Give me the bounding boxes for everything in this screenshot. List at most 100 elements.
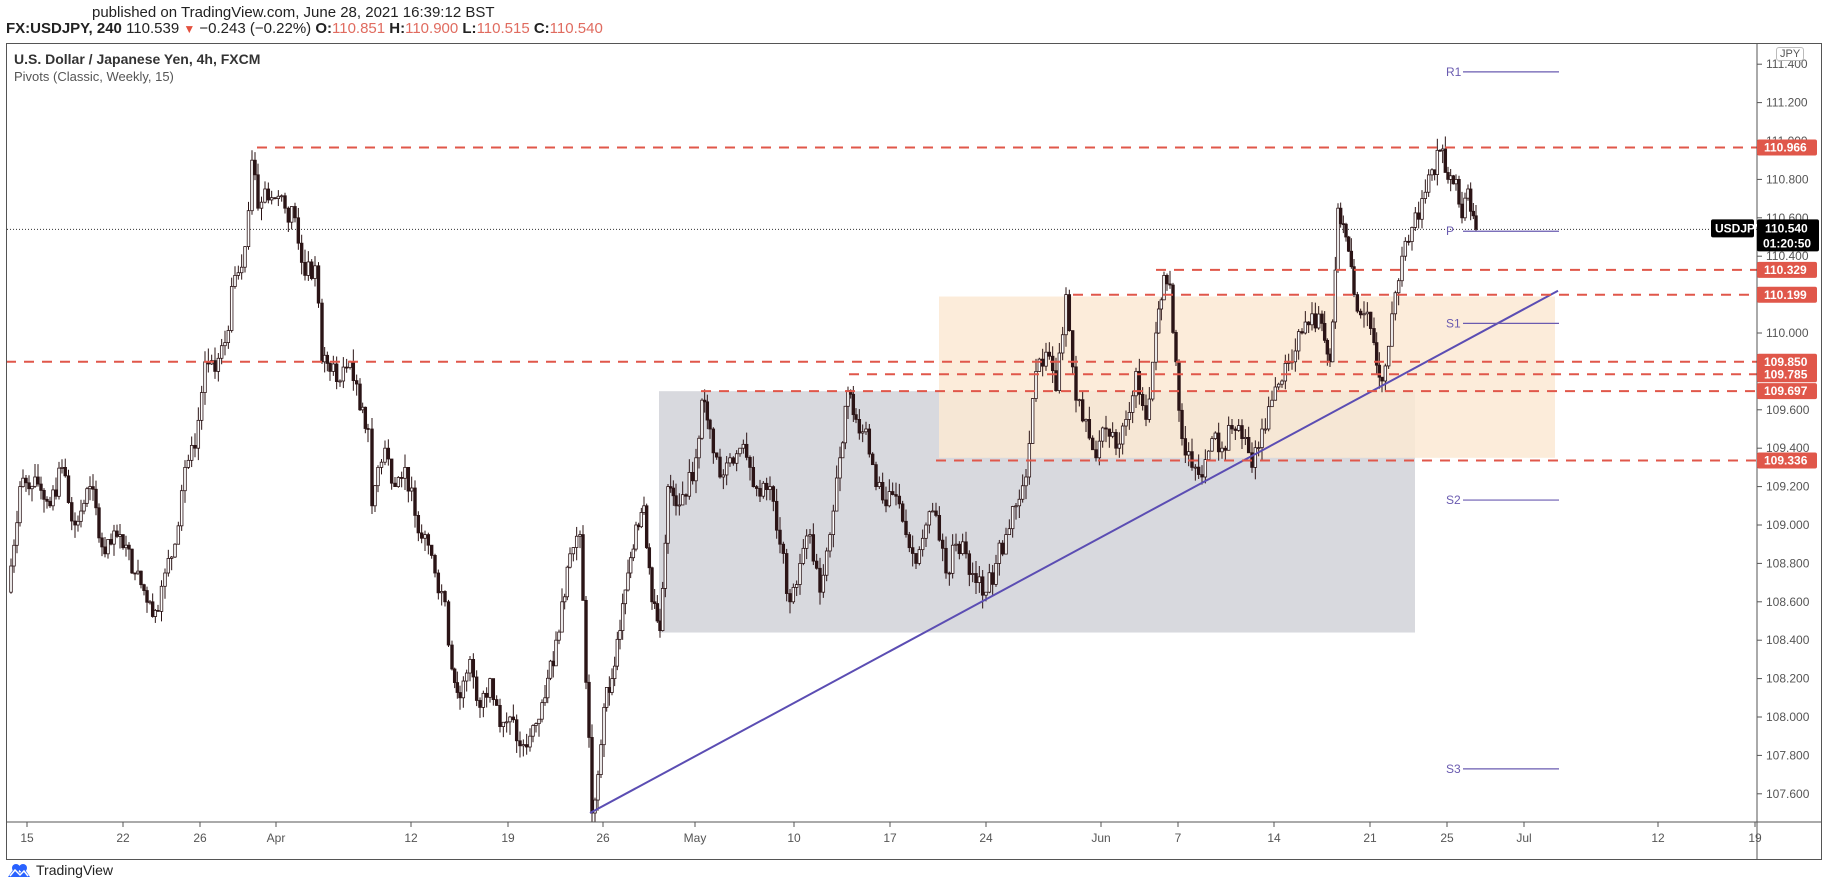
candle xyxy=(1050,355,1055,372)
candle xyxy=(296,217,301,244)
candle xyxy=(269,197,274,201)
candle xyxy=(229,286,234,331)
candle xyxy=(379,461,384,468)
candle xyxy=(42,489,46,500)
candle xyxy=(133,572,137,575)
candle xyxy=(596,774,600,801)
candle xyxy=(634,524,638,550)
candle xyxy=(798,563,802,585)
candle xyxy=(741,443,746,449)
candle xyxy=(947,572,952,575)
candle xyxy=(373,485,377,507)
candle xyxy=(250,159,254,212)
high-value: 110.900 xyxy=(405,20,459,37)
candle xyxy=(124,544,128,549)
tradingview-logo[interactable]: TradingView xyxy=(6,862,113,878)
candle xyxy=(259,201,264,209)
time-tick-label: 12 xyxy=(1651,831,1665,845)
candle xyxy=(1107,428,1112,437)
candle xyxy=(27,482,31,490)
candle xyxy=(838,457,842,479)
candle xyxy=(283,195,287,209)
candle xyxy=(1077,399,1082,402)
candle xyxy=(1283,363,1288,382)
candle xyxy=(1067,294,1072,332)
candle xyxy=(396,477,401,488)
candle xyxy=(1134,370,1138,397)
candle xyxy=(1380,376,1384,382)
candle xyxy=(73,520,77,526)
symbol-label[interactable]: FX:USDJPY, 240 xyxy=(6,20,122,37)
candle xyxy=(824,550,829,576)
candle xyxy=(1316,313,1321,329)
plot-area[interactable]: R1 P S1 S2 S3 xyxy=(6,65,1757,825)
candle xyxy=(880,481,885,501)
candle xyxy=(12,544,16,567)
price-change: −0.243 (−0.22%) xyxy=(199,20,312,37)
candle xyxy=(1024,476,1028,487)
candle xyxy=(183,466,187,492)
candle xyxy=(1471,210,1476,217)
candle xyxy=(136,570,140,574)
candle xyxy=(1196,466,1201,475)
candle xyxy=(82,502,86,512)
indicator-legend[interactable]: Pivots (Classic, Weekly, 15) xyxy=(14,69,174,84)
candle xyxy=(156,610,160,612)
candle xyxy=(163,572,167,587)
candle xyxy=(587,681,591,738)
candle xyxy=(273,197,277,200)
candle xyxy=(91,486,95,490)
trendline[interactable] xyxy=(589,289,1559,814)
candle xyxy=(788,593,792,603)
candle xyxy=(1180,409,1184,440)
candle xyxy=(57,467,61,497)
candle xyxy=(647,547,652,569)
candle xyxy=(751,466,756,488)
candle xyxy=(930,510,935,513)
candle xyxy=(778,529,782,545)
candle xyxy=(1020,485,1025,500)
candle xyxy=(1410,226,1414,242)
candle xyxy=(900,503,905,522)
candle xyxy=(1253,447,1258,468)
candle xyxy=(1230,425,1234,430)
candle xyxy=(179,490,184,527)
level-price-tag xyxy=(1757,286,1817,303)
candle xyxy=(764,482,769,490)
candle xyxy=(674,495,678,507)
candle xyxy=(153,610,158,617)
candle xyxy=(1420,198,1424,220)
candle xyxy=(256,174,260,209)
candle xyxy=(801,547,806,564)
candle xyxy=(1435,149,1440,175)
time-tick-label: 19 xyxy=(501,831,515,845)
candle xyxy=(571,547,576,555)
candle xyxy=(864,428,868,433)
price-tick-label: 107.800 xyxy=(1766,748,1810,762)
candle xyxy=(642,505,646,513)
candle xyxy=(1416,212,1421,220)
candle xyxy=(843,405,848,444)
candle xyxy=(610,678,614,693)
candle xyxy=(518,740,522,747)
price-tick-label: 111.200 xyxy=(1766,96,1808,110)
candle xyxy=(501,721,506,728)
candle xyxy=(531,725,535,737)
candle xyxy=(1243,437,1248,439)
candle xyxy=(60,466,64,469)
resistance-box[interactable] xyxy=(939,296,1555,458)
candle xyxy=(828,534,832,552)
candle xyxy=(148,601,152,604)
candle xyxy=(1457,178,1461,205)
candle xyxy=(239,266,244,274)
candle xyxy=(680,494,685,506)
candle xyxy=(193,445,197,449)
time-tick-label: May xyxy=(684,831,707,845)
candle xyxy=(423,534,427,539)
candle xyxy=(546,677,550,699)
time-tick-label: Apr xyxy=(267,831,286,845)
time-tick-label: 21 xyxy=(1363,831,1377,845)
candle xyxy=(927,511,932,526)
candle xyxy=(574,535,579,548)
